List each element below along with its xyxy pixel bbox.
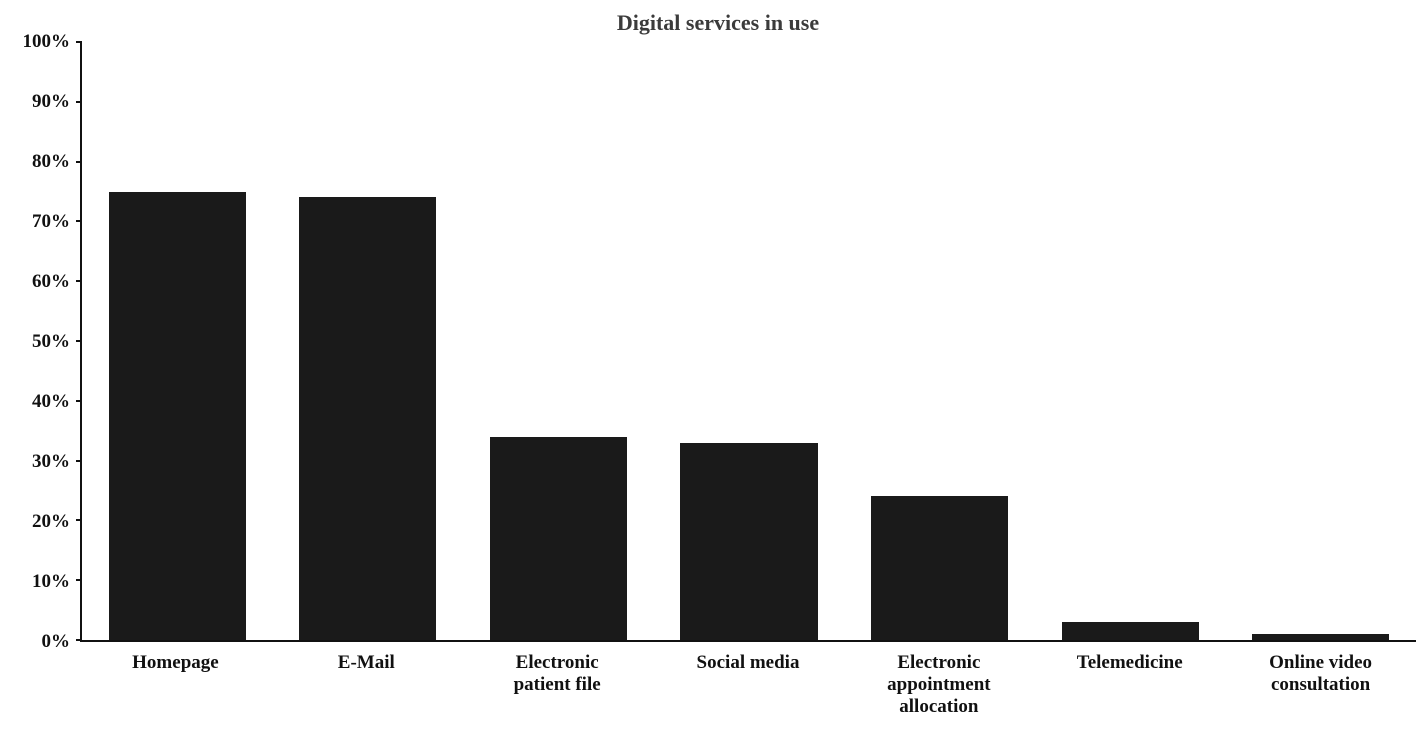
y-tick-mark bbox=[76, 400, 82, 402]
y-tick-label: 80% bbox=[32, 151, 80, 173]
x-tick-label: Homepage bbox=[80, 652, 271, 718]
bar-slot bbox=[1035, 42, 1226, 640]
chart-title: Digital services in use bbox=[10, 10, 1416, 36]
x-tick-label: Social media bbox=[653, 652, 844, 718]
bar-slot bbox=[654, 42, 845, 640]
digital-services-chart: Digital services in use 0% 10% 20% 30% 40% 50… bbox=[10, 10, 1416, 741]
bar-slot bbox=[844, 42, 1035, 640]
y-tick-label: 50% bbox=[32, 331, 80, 353]
y-tick-label: 100% bbox=[23, 31, 81, 53]
y-tick-label: 0% bbox=[42, 631, 81, 653]
bar-slot bbox=[1225, 42, 1416, 640]
y-tick-label: 40% bbox=[32, 391, 80, 413]
y-tick-mark bbox=[76, 340, 82, 342]
bar bbox=[680, 443, 817, 640]
y-tick-mark bbox=[76, 639, 82, 641]
y-tick-label: 20% bbox=[32, 511, 80, 533]
y-tick-mark bbox=[76, 519, 82, 521]
y-tick-mark bbox=[76, 41, 82, 43]
x-tick-label: Electronicappointmentallocation bbox=[843, 652, 1034, 718]
bar-slot bbox=[82, 42, 273, 640]
y-tick-mark bbox=[76, 579, 82, 581]
bar bbox=[1062, 622, 1199, 640]
bar-slot bbox=[463, 42, 654, 640]
y-tick-label: 10% bbox=[32, 571, 80, 593]
y-tick-mark bbox=[76, 460, 82, 462]
y-axis: 0%10%20%30%40%50%60%70%80%90%100% bbox=[10, 42, 80, 642]
x-tick-label: Online videoconsultation bbox=[1225, 652, 1416, 718]
y-tick-label: 90% bbox=[32, 91, 80, 113]
bar-slot bbox=[273, 42, 464, 640]
x-tick-label: E-Mail bbox=[271, 652, 462, 718]
bar bbox=[871, 496, 1008, 640]
y-tick-label: 60% bbox=[32, 271, 80, 293]
x-tick-label: Telemedicine bbox=[1034, 652, 1225, 718]
x-tick-label: Electronicpatient file bbox=[462, 652, 653, 718]
y-tick-label: 30% bbox=[32, 451, 80, 473]
x-axis-labels: HomepageE-MailElectronicpatient fileSoci… bbox=[80, 652, 1416, 718]
bar bbox=[299, 197, 436, 640]
y-tick-mark bbox=[76, 161, 82, 163]
plot-area bbox=[80, 42, 1416, 642]
y-tick-mark bbox=[76, 280, 82, 282]
bars-container bbox=[82, 42, 1416, 640]
bar bbox=[490, 437, 627, 640]
bar bbox=[1252, 634, 1389, 640]
y-tick-mark bbox=[76, 220, 82, 222]
y-tick-mark bbox=[76, 101, 82, 103]
bar bbox=[109, 192, 246, 641]
y-tick-label: 70% bbox=[32, 211, 80, 233]
